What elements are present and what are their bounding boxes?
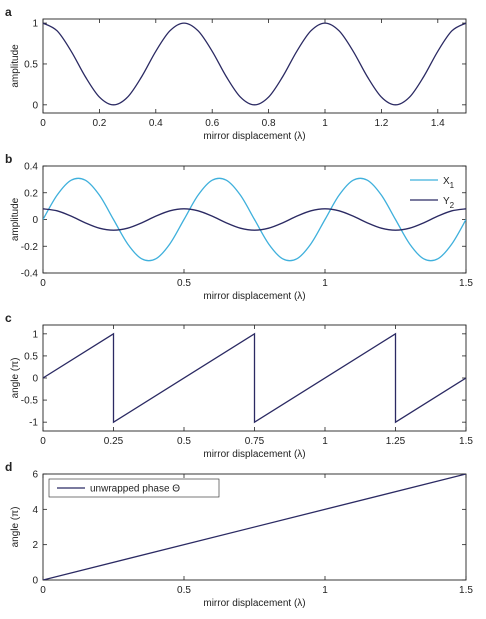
x-tick-label: 1.5: [459, 436, 473, 447]
series-line-0: [43, 22, 466, 106]
x-tick-label: 0: [40, 118, 46, 129]
x-tick-label: 0.8: [262, 118, 276, 129]
y-tick-label: 0.4: [24, 162, 38, 173]
legend-label: X1: [443, 176, 455, 190]
y-tick-label: 4: [32, 505, 38, 516]
y-tick-label: 0: [32, 215, 38, 226]
panel-letter: b: [5, 152, 12, 166]
series-line-0: [43, 332, 466, 424]
panel-letter: d: [5, 460, 12, 474]
panel-letter: c: [5, 311, 12, 325]
legend-label: unwrapped phase Θ: [90, 484, 180, 495]
y-tick-label: 0: [32, 100, 38, 111]
y-tick-label: 0: [32, 576, 38, 587]
panel-c: c 0 0.25 0.5 0.75 1 1.25 1.5 -1 -0.5 0 0.5 1 mirror d…: [5, 311, 473, 460]
y-tick-label: 1: [32, 329, 38, 340]
x-tick-label: 0.75: [245, 436, 265, 447]
x-tick-label: 0: [40, 436, 46, 447]
y-tick-label: 0.2: [24, 188, 38, 199]
legend-label: Y2: [443, 196, 455, 210]
x-tick-label: 0.25: [104, 436, 124, 447]
y-tick-label: 0.5: [24, 59, 38, 70]
legend-box: [48, 478, 220, 498]
y-tick-label: 6: [32, 470, 38, 481]
x-tick-label: 0.4: [149, 118, 163, 129]
plot-frame: [42, 473, 467, 581]
x-tick-label: 1.5: [459, 278, 473, 289]
x-axis-label: mirror displacement (λ): [203, 291, 305, 302]
x-tick-label: 1.4: [431, 118, 445, 129]
x-tick-label: 1: [322, 585, 328, 596]
series-line-1: [43, 208, 466, 231]
y-axis-label: angle (π): [10, 358, 21, 399]
x-tick-label: 1.2: [374, 118, 388, 129]
panel-letter: a: [5, 5, 12, 19]
y-axis-label: amplitude: [10, 197, 21, 241]
x-axis-label: mirror displacement (λ): [203, 449, 305, 460]
x-axis-label: mirror displacement (λ): [203, 598, 305, 609]
x-tick-label: 1: [322, 436, 328, 447]
series-line-0: [43, 177, 466, 262]
x-tick-label: 0.6: [205, 118, 219, 129]
x-tick-label: 1.25: [386, 436, 406, 447]
x-tick-label: 0.2: [92, 118, 106, 129]
y-tick-label: -0.2: [21, 242, 39, 253]
panel-b: b 0 0.5 1 1.5 -0.4 -0.2 0 0.2 0.4 mirror displacem…: [5, 152, 473, 302]
plot-frame: [42, 18, 467, 114]
panel-a: a 0 0.2 0.4 0.6 0.8 1 1.2 1.4 0 0.5 1 mirror displac…: [5, 5, 467, 142]
y-axis-label: amplitude: [10, 44, 21, 88]
y-tick-label: -0.5: [21, 396, 39, 407]
x-tick-label: 0.5: [177, 436, 191, 447]
x-tick-label: 0: [40, 585, 46, 596]
panel-d: d 0 0.5 1 1.5 0 2 4 6 mirror displacement (λ) angl…: [5, 460, 473, 609]
y-tick-label: 0: [32, 374, 38, 385]
x-tick-label: 0.5: [177, 278, 191, 289]
x-tick-label: 0.5: [177, 585, 191, 596]
series-line-0: [43, 474, 466, 580]
x-axis-label: mirror displacement (λ): [203, 131, 305, 142]
x-tick-label: 1: [322, 118, 328, 129]
y-tick-label: 0.5: [24, 351, 38, 362]
y-tick-label: 2: [32, 540, 38, 551]
x-tick-label: 1.5: [459, 585, 473, 596]
y-tick-label: -0.4: [21, 269, 39, 280]
y-tick-label: 1: [32, 19, 38, 30]
y-axis-label: angle (π): [10, 507, 21, 548]
y-tick-label: -1: [29, 418, 38, 429]
x-tick-label: 1: [322, 278, 328, 289]
x-tick-label: 0: [40, 278, 46, 289]
